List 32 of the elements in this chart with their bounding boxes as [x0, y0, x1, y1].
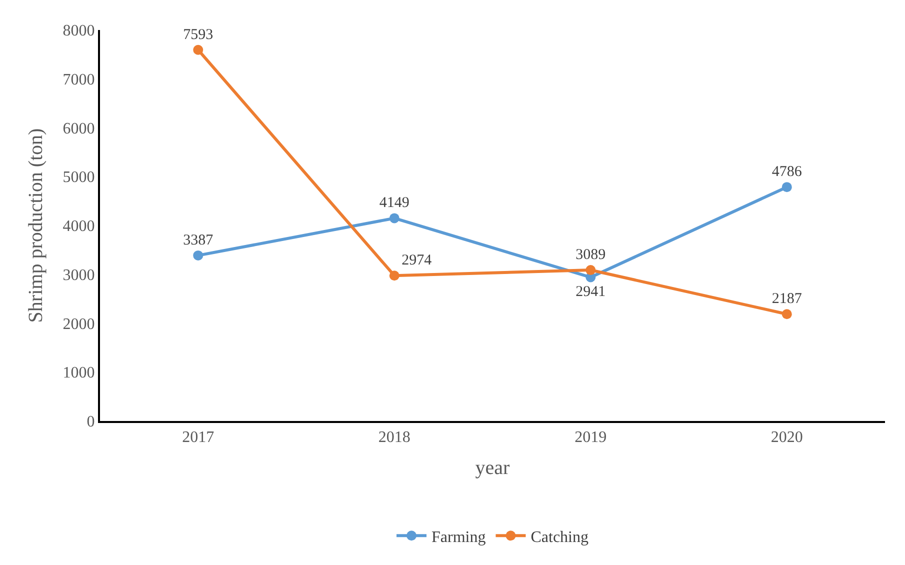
x-axis-title: year [475, 457, 510, 480]
data-label: 3089 [576, 247, 606, 264]
data-label: 2974 [402, 252, 432, 269]
legend-label: Farming [432, 528, 486, 546]
y-tick-label: 1000 [62, 364, 95, 382]
y-tick-label: 7000 [62, 71, 95, 88]
data-label: 3387 [183, 232, 214, 248]
point [193, 250, 204, 260]
point [389, 270, 400, 281]
x-tick-label: 2018 [378, 429, 410, 446]
data-label: 2187 [772, 291, 802, 308]
legend-label: Catching [530, 528, 588, 546]
data-label: 7593 [183, 26, 214, 43]
y-tick-label: 5000 [62, 169, 95, 186]
data-label: 4149 [379, 195, 410, 212]
y-axis-title: Shrimp production (ton) [24, 128, 47, 323]
point [193, 44, 204, 55]
data-label: 2941 [576, 284, 606, 300]
x-tick-label: 2017 [182, 429, 214, 446]
x-tick-label: 2019 [574, 429, 607, 446]
point [782, 309, 792, 320]
point [782, 182, 792, 192]
data-label: 4786 [772, 164, 802, 180]
y-tick-label: 0 [86, 414, 95, 431]
point [586, 265, 596, 276]
point [389, 213, 400, 224]
y-tick-label: 2000 [62, 316, 95, 333]
y-tick-label: 8000 [62, 22, 95, 40]
y-tick-label: 4000 [62, 218, 95, 236]
x-tick-label: 2020 [770, 429, 803, 446]
y-tick-label: 6000 [62, 120, 95, 138]
y-tick-label: 3000 [62, 266, 95, 284]
